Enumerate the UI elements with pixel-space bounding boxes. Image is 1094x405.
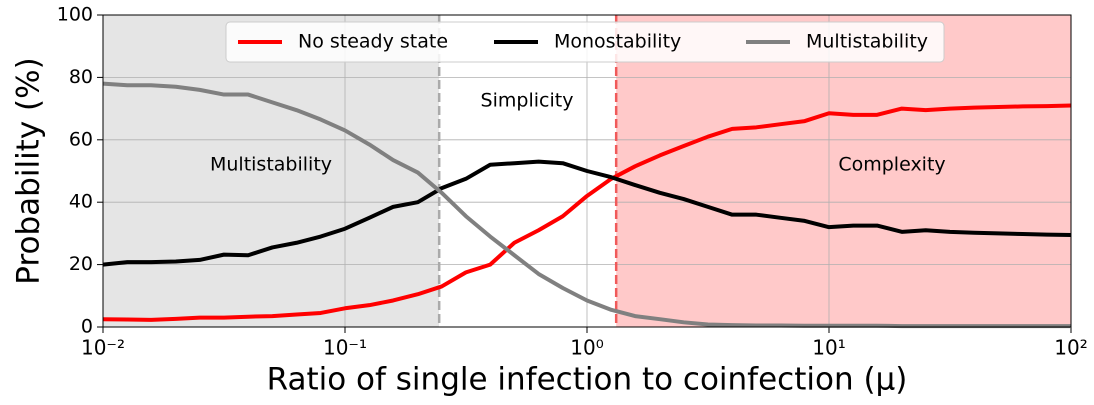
region — [103, 15, 440, 327]
plot-frame — [102, 14, 1072, 328]
y-tick-label: 100 — [57, 4, 93, 26]
legend-label: Monostability — [554, 31, 681, 53]
y-tick-label: 40 — [69, 191, 93, 213]
region-label: Multistability — [210, 154, 332, 176]
x-tick-label: 10⁰ — [570, 336, 603, 360]
x-tick-label: 10⁻¹ — [323, 336, 367, 360]
y-axis-label: Probability (%) — [11, 57, 47, 284]
x-tick-label: 10² — [1054, 336, 1087, 360]
series-line — [102, 103, 1072, 322]
y-tick-label: 80 — [69, 66, 93, 88]
region-label: Simplicity — [481, 90, 574, 112]
legend-label: Multistability — [806, 31, 928, 53]
y-tick-label: 60 — [69, 128, 93, 150]
x-tick-label: 10⁻² — [81, 336, 125, 360]
region-label: Complexity — [838, 154, 945, 176]
legend-box — [225, 21, 945, 63]
x-tick-label: 10¹ — [812, 336, 845, 360]
series-line — [102, 81, 1071, 329]
legend-label: No steady state — [298, 31, 448, 53]
region — [616, 15, 1071, 327]
x-axis-label: Ratio of single infection to coinfection… — [267, 362, 908, 398]
y-tick-label: 20 — [69, 253, 93, 275]
series-line — [102, 159, 1072, 267]
y-tick-label: 0 — [81, 316, 93, 338]
